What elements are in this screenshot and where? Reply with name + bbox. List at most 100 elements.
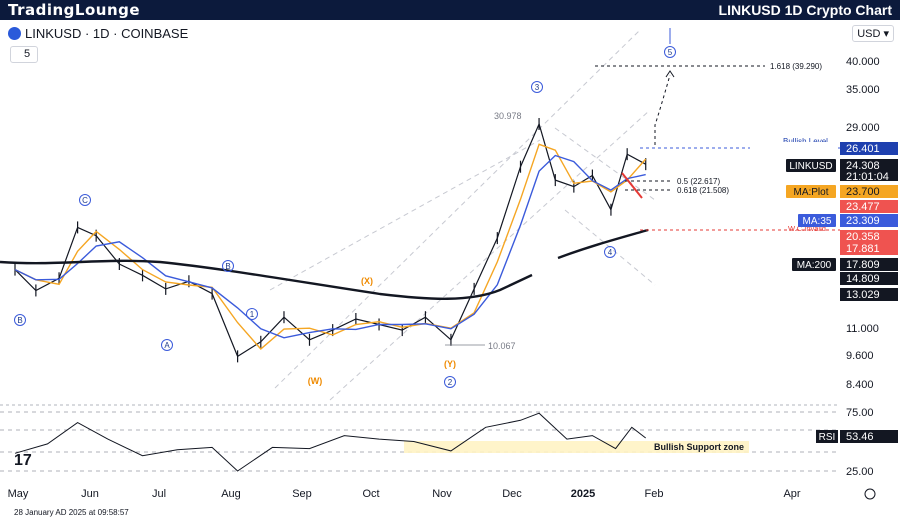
price-tag-value: 23.700	[846, 186, 880, 198]
time-tick-label: Apr	[783, 488, 800, 500]
price-tag-name-bg	[750, 142, 836, 155]
price-tag-name-bg	[798, 214, 836, 227]
wave-circle-C	[79, 194, 91, 206]
currency-label: USD	[857, 28, 881, 40]
wave-circle-4	[604, 246, 616, 258]
price-tick-label: 8.400	[846, 379, 874, 391]
ma-plot-line	[14, 143, 647, 350]
currency-selector[interactable]: USD ▾	[852, 25, 894, 42]
symbol-label: LINKUSD · 1D · COINBASE	[25, 26, 189, 41]
header-bar: TradingLounge LINKUSD 1D Crypto Chart	[0, 0, 900, 20]
fib-1618-label: 1.618 (39.290)	[770, 62, 822, 71]
brand-logo: TradingLounge	[8, 1, 141, 19]
rsi-tag-bg	[840, 430, 898, 443]
price-tag-bg	[840, 242, 898, 255]
price-tag-bg	[840, 272, 898, 285]
wave-label-2: 2	[448, 378, 453, 387]
wave-label-B: B	[225, 262, 230, 271]
price-tick-label: 29.000	[846, 122, 880, 134]
price-tag-bg	[840, 230, 898, 243]
wave-circle-B	[222, 260, 234, 272]
price-tag-bg	[840, 214, 898, 227]
price-tick-label: 40.000	[846, 56, 880, 68]
ma-35-line	[14, 154, 646, 339]
rsi-tag-name: RSI	[819, 432, 836, 443]
price-tag-value: 26.401	[846, 143, 880, 155]
time-tick-label: Nov	[432, 488, 452, 500]
ma-200-line	[0, 259, 533, 300]
wave-label-orange: (X)	[361, 276, 373, 286]
support-zone-label: Bullish Support zone	[654, 442, 744, 452]
time-tick-label: Feb	[645, 488, 664, 500]
price-tag-value: 14.809	[846, 273, 880, 285]
price-tag-name-bg	[786, 185, 836, 198]
price-series-line	[14, 122, 646, 358]
interval-value: 5	[24, 48, 31, 60]
channel-line	[564, 209, 656, 286]
wave-label-3: 3	[535, 83, 540, 92]
price-tag-value: 23.477	[846, 201, 880, 213]
interval-box[interactable]: 5	[10, 46, 38, 63]
price-tag-bg	[840, 258, 898, 271]
red-trendline	[621, 172, 643, 199]
price-tag-name: MA:200	[797, 260, 832, 271]
time-tick-label: Dec	[502, 488, 522, 500]
time-tick-label: Aug	[221, 488, 241, 500]
fib-0618-label: 0.618 (21.508)	[677, 186, 729, 195]
price-tag-bg	[840, 185, 898, 198]
footer-timestamp: 28 January AD 2025 at 09:58:57	[14, 508, 129, 517]
wave-label-5: 5	[668, 48, 673, 57]
bullish-support-zone	[404, 441, 749, 453]
tradingview-logo: 17	[14, 452, 32, 469]
price-tag-value: 17.881	[846, 243, 880, 255]
time-tick-label: Jun	[81, 488, 99, 500]
chart-title: LINKUSD 1D Crypto Chart	[718, 2, 892, 18]
time-tick-label: Sep	[292, 488, 312, 500]
rsi-tag-name-bg	[816, 430, 838, 443]
price-tag-name: MA:Plot	[793, 187, 828, 198]
time-tick-label: Oct	[362, 488, 379, 500]
wave-label-A: A	[164, 341, 170, 350]
channel-line	[554, 127, 656, 201]
price-tag-bg	[840, 288, 898, 301]
wave-label-orange: (Y)	[444, 359, 456, 369]
wave-label-1: 1	[250, 310, 255, 319]
channel-line	[269, 139, 541, 291]
price-tag-bg	[840, 142, 898, 155]
wave-circle-A	[161, 339, 173, 351]
rsi-line	[14, 412, 647, 472]
price-tick-label: 11.000	[846, 323, 879, 335]
fib-05-label: 0.5 (22.617)	[677, 177, 720, 186]
wave-circle-1	[246, 308, 258, 320]
wave-circle-3	[531, 81, 543, 93]
wc-invalid-label: W.C.Invalid	[788, 224, 826, 233]
wave-label-C: C	[82, 196, 88, 205]
price-tag-bg	[840, 200, 898, 213]
projection-arrow	[665, 70, 675, 78]
rsi-tick-label: 75.00	[846, 407, 874, 419]
wave-circle-5	[664, 46, 676, 58]
price-tag-countdown: 21:01:04	[846, 171, 889, 183]
price-tag-value: 13.029	[846, 289, 880, 301]
price-tag-value: 17.809	[846, 259, 880, 271]
symbol-info[interactable]: LINKUSD · 1D · COINBASE	[8, 26, 188, 41]
ma-200-line-recent	[557, 228, 649, 260]
time-tick-label: 2025	[571, 488, 595, 500]
price-tick-label: 9.600	[846, 350, 874, 362]
wave-5-projection	[654, 74, 671, 145]
rsi-tick-label: 25.00	[846, 466, 874, 478]
price-tag-name: MA:35	[803, 216, 832, 227]
price-tag-bg	[840, 159, 898, 181]
price-tick-label: 35.000	[846, 84, 880, 96]
settings-gear-icon	[864, 488, 876, 500]
bullish-level-label: Bullish Level	[783, 137, 828, 146]
wave-label-orange: (W)	[308, 376, 323, 386]
time-tick-label: Jul	[152, 488, 166, 500]
price-tag-value: 23.309	[846, 215, 880, 227]
rsi-tag-value: 53.46	[846, 431, 874, 443]
wave-label-B: B	[17, 316, 22, 325]
chainlink-icon	[8, 27, 21, 40]
price-tag-value: 24.308	[846, 160, 880, 172]
price-tag-name-bg	[786, 159, 836, 172]
